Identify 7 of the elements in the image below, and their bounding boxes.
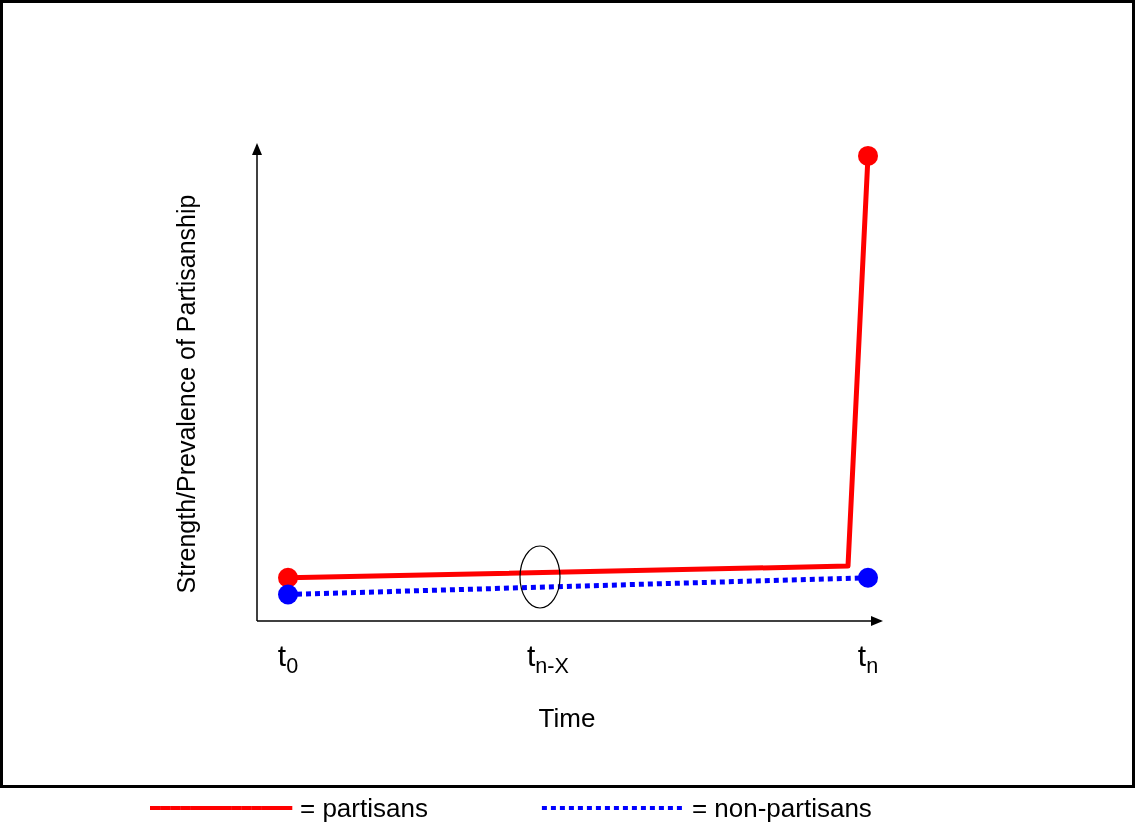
x-tick-label: t$_{n-X}$ <box>527 639 569 678</box>
legend-label: = partisans <box>300 793 428 823</box>
x-tick-label: t$_{n}$ <box>857 639 879 678</box>
x-axis-title: Time <box>538 703 596 733</box>
legend-label: = non-partisans <box>691 793 872 823</box>
x-tick-label: t$_{0}$ <box>277 639 299 678</box>
y-axis-title: Strength/Prevalence of Partisanship <box>172 194 200 594</box>
